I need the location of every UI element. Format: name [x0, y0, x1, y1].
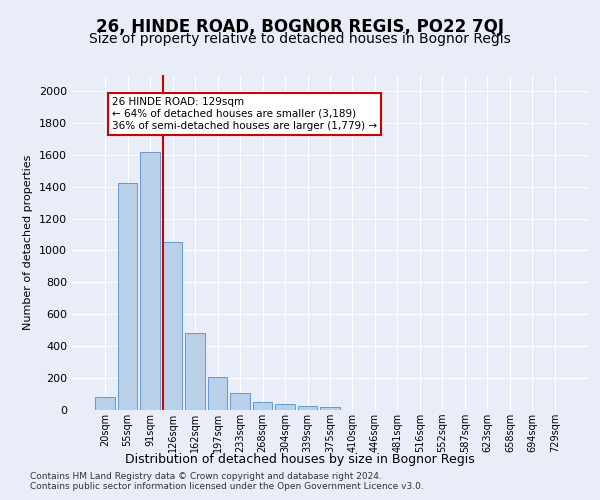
- Bar: [163, 242, 182, 410]
- Text: 26, HINDE ROAD, BOGNOR REGIS, PO22 7QJ: 26, HINDE ROAD, BOGNOR REGIS, PO22 7QJ: [96, 18, 504, 36]
- Bar: [208, 378, 227, 410]
- Bar: [298, 406, 317, 410]
- Text: Contains public sector information licensed under the Open Government Licence v3: Contains public sector information licen…: [30, 482, 424, 491]
- Text: Contains HM Land Registry data © Crown copyright and database right 2024.: Contains HM Land Registry data © Crown c…: [30, 472, 382, 481]
- Bar: [118, 184, 137, 410]
- Text: Distribution of detached houses by size in Bognor Regis: Distribution of detached houses by size …: [125, 452, 475, 466]
- Bar: [253, 402, 272, 410]
- Text: Size of property relative to detached houses in Bognor Regis: Size of property relative to detached ho…: [89, 32, 511, 46]
- Bar: [95, 397, 115, 410]
- Bar: [140, 152, 160, 410]
- Bar: [230, 393, 250, 410]
- Bar: [275, 404, 295, 410]
- Y-axis label: Number of detached properties: Number of detached properties: [23, 155, 34, 330]
- Text: 26 HINDE ROAD: 129sqm
← 64% of detached houses are smaller (3,189)
36% of semi-d: 26 HINDE ROAD: 129sqm ← 64% of detached …: [112, 98, 377, 130]
- Bar: [320, 407, 340, 410]
- Bar: [185, 334, 205, 410]
